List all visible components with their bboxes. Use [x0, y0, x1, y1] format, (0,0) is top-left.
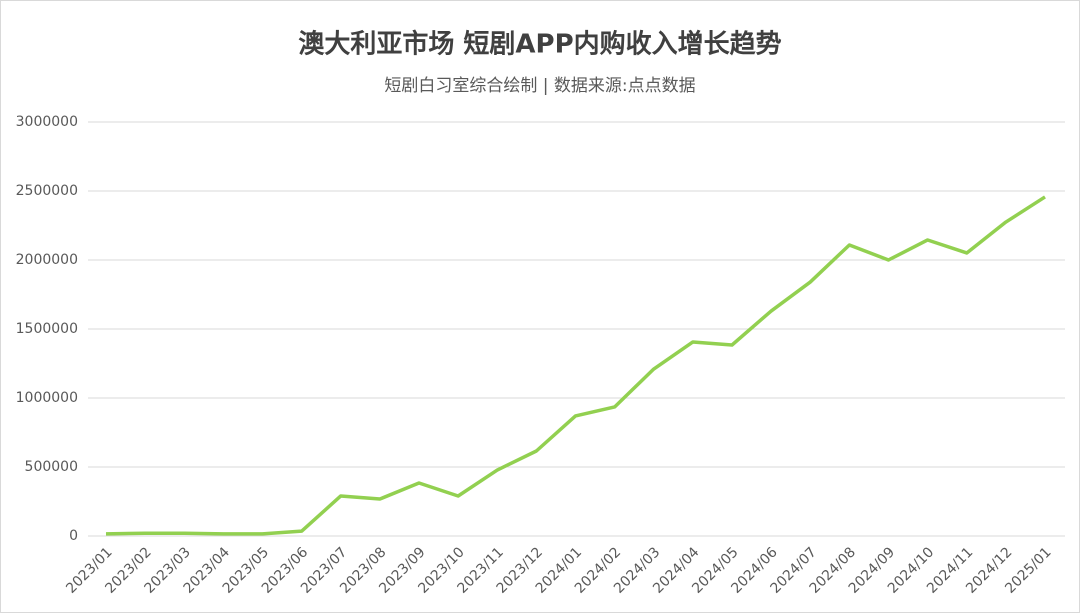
- y-tick-label: 0: [69, 528, 78, 544]
- chart-title: 澳大利亚市场 短剧APP内购收入增长趋势: [298, 29, 781, 60]
- data-line: [105, 195, 1046, 536]
- y-tick-label: 1000000: [16, 390, 78, 406]
- y-tick-label: 3000000: [16, 114, 78, 130]
- y-tick-label: 500000: [25, 459, 78, 475]
- y-tick-label: 1500000: [16, 321, 78, 337]
- y-tick-label: 2500000: [16, 183, 78, 199]
- chart-subtitle: 短剧白习室综合绘制 | 数据来源:点点数据: [384, 76, 695, 96]
- y-tick-label: 2000000: [16, 252, 78, 268]
